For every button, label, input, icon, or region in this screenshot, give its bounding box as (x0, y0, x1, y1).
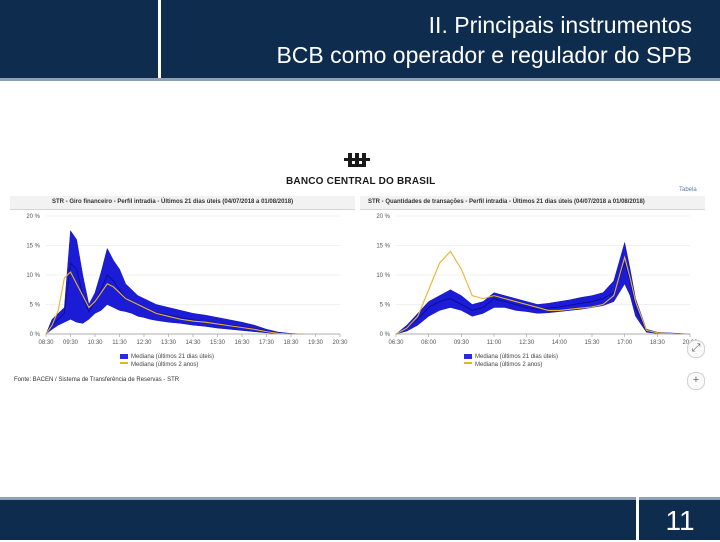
x-tick-label: 14:00 (552, 340, 568, 346)
legend-label: Mediana (últimos 21 dias úteis) (131, 354, 215, 361)
bcb-logo-text: BANCO CENTRAL DO BRASIL (286, 176, 436, 187)
footer-line (0, 497, 720, 500)
x-tick-label: 12:30 (519, 340, 535, 346)
y-tick-label: 20 % (26, 214, 40, 220)
source-note: Fonte: BACEN / Sistema de Transferência … (14, 377, 180, 383)
x-tick-label: 13:30 (161, 340, 177, 346)
y-tick-label: 0 % (30, 332, 41, 338)
x-tick-label: 16:30 (234, 340, 250, 346)
y-tick-label: 5 % (30, 303, 41, 309)
footer-bar (0, 500, 720, 540)
x-tick-label: 11:30 (112, 340, 127, 346)
series-line-recent (395, 261, 690, 335)
x-tick-label: 18:30 (650, 340, 666, 346)
y-tick-label: 0 % (380, 332, 391, 338)
zoom-in-icon[interactable]: + (687, 372, 705, 390)
legend-swatch (464, 354, 472, 359)
chart-panel-giro: STR - Giro financeiro - Perfil intradia … (10, 196, 355, 376)
tabela-link[interactable]: Tabela (679, 187, 697, 193)
x-tick-label: 15:30 (210, 340, 226, 346)
x-tick-label: 17:00 (617, 340, 633, 346)
chart-title: STR - Giro financeiro - Perfil intradia … (52, 199, 294, 205)
chart-panel-header: STR - Giro financeiro - Perfil intradia … (10, 196, 355, 210)
header-underline (0, 78, 720, 81)
y-tick-label: 20 % (376, 214, 390, 220)
y-tick-label: 10 % (376, 273, 390, 279)
slide-title: II. Principais instrumentos BCB como ope… (276, 10, 692, 70)
legend-item: Mediana (últimos 21 dias úteis) (120, 354, 214, 360)
footer-divider (636, 497, 639, 540)
title-line-1: II. Principais instrumentos (428, 12, 692, 38)
x-tick-label: 17:30 (259, 340, 275, 346)
chart-panel-header: STR - Quantidades de transações - Perfil… (360, 196, 705, 210)
legend-label: Mediana (últimos 2 anos) (131, 362, 199, 368)
y-tick-label: 15 % (26, 244, 40, 250)
page-number: 11 (665, 505, 695, 536)
x-tick-label: 09:30 (63, 340, 79, 346)
legend-label: Mediana (últimos 21 dias úteis) (475, 354, 559, 361)
x-tick-label: 18:30 (283, 340, 299, 346)
x-tick-label: 09:30 (454, 340, 470, 346)
range-band-area (395, 242, 691, 335)
x-tick-label: 20:30 (332, 340, 348, 346)
y-tick-label: 5 % (380, 303, 391, 309)
x-tick-label: 19:30 (308, 340, 324, 346)
x-tick-label: 10:30 (87, 340, 103, 346)
x-tick-label: 12:30 (136, 340, 152, 346)
legend-swatch (120, 362, 128, 367)
series-line-older (395, 250, 690, 335)
legend-label: Mediana (últimos 2 anos) (475, 362, 543, 368)
legend-swatch (464, 362, 472, 367)
series-line-older (45, 271, 304, 335)
x-tick-label: 08:30 (38, 340, 54, 346)
range-band-area (45, 230, 304, 335)
x-tick-label: 08:00 (421, 340, 437, 346)
x-tick-label: 14:30 (185, 340, 201, 346)
x-tick-label: 15:30 (584, 340, 600, 346)
chart-quantidades-transacoes: 20 % 15 % 10 % 5 % 0 % 06:30 08:00 09:30 11:00 12… (376, 214, 698, 346)
legend-item: Mediana (últimos 2 anos) (464, 362, 542, 368)
header-bar: II. Principais instrumentos BCB como ope… (0, 0, 720, 78)
chart-giro-financeiro: 20 % 15 % 10 % 5 % 0 % 08:30 09:30 10:30 11:30 12… (26, 214, 348, 346)
legend-swatch (120, 354, 128, 359)
chart-panel-quantidades: STR - Quantidades de transações - Perfil… (360, 196, 705, 376)
title-line-2: BCB como operador e regulador do SPB (276, 42, 692, 68)
bcb-logo-icon (344, 153, 370, 167)
x-tick-label: 06:30 (388, 340, 404, 346)
header-divider (158, 0, 161, 78)
x-tick-label: 11:00 (487, 340, 502, 346)
legend-item: Mediana (últimos 21 dias úteis) (464, 354, 558, 360)
y-tick-label: 15 % (376, 244, 390, 250)
legend-item: Mediana (últimos 2 anos) (120, 362, 198, 368)
y-tick-label: 10 % (26, 273, 40, 279)
expand-icon[interactable]: ⤢ (687, 340, 705, 358)
chart-title: STR - Quantidades de transações - Perfil… (368, 199, 645, 205)
